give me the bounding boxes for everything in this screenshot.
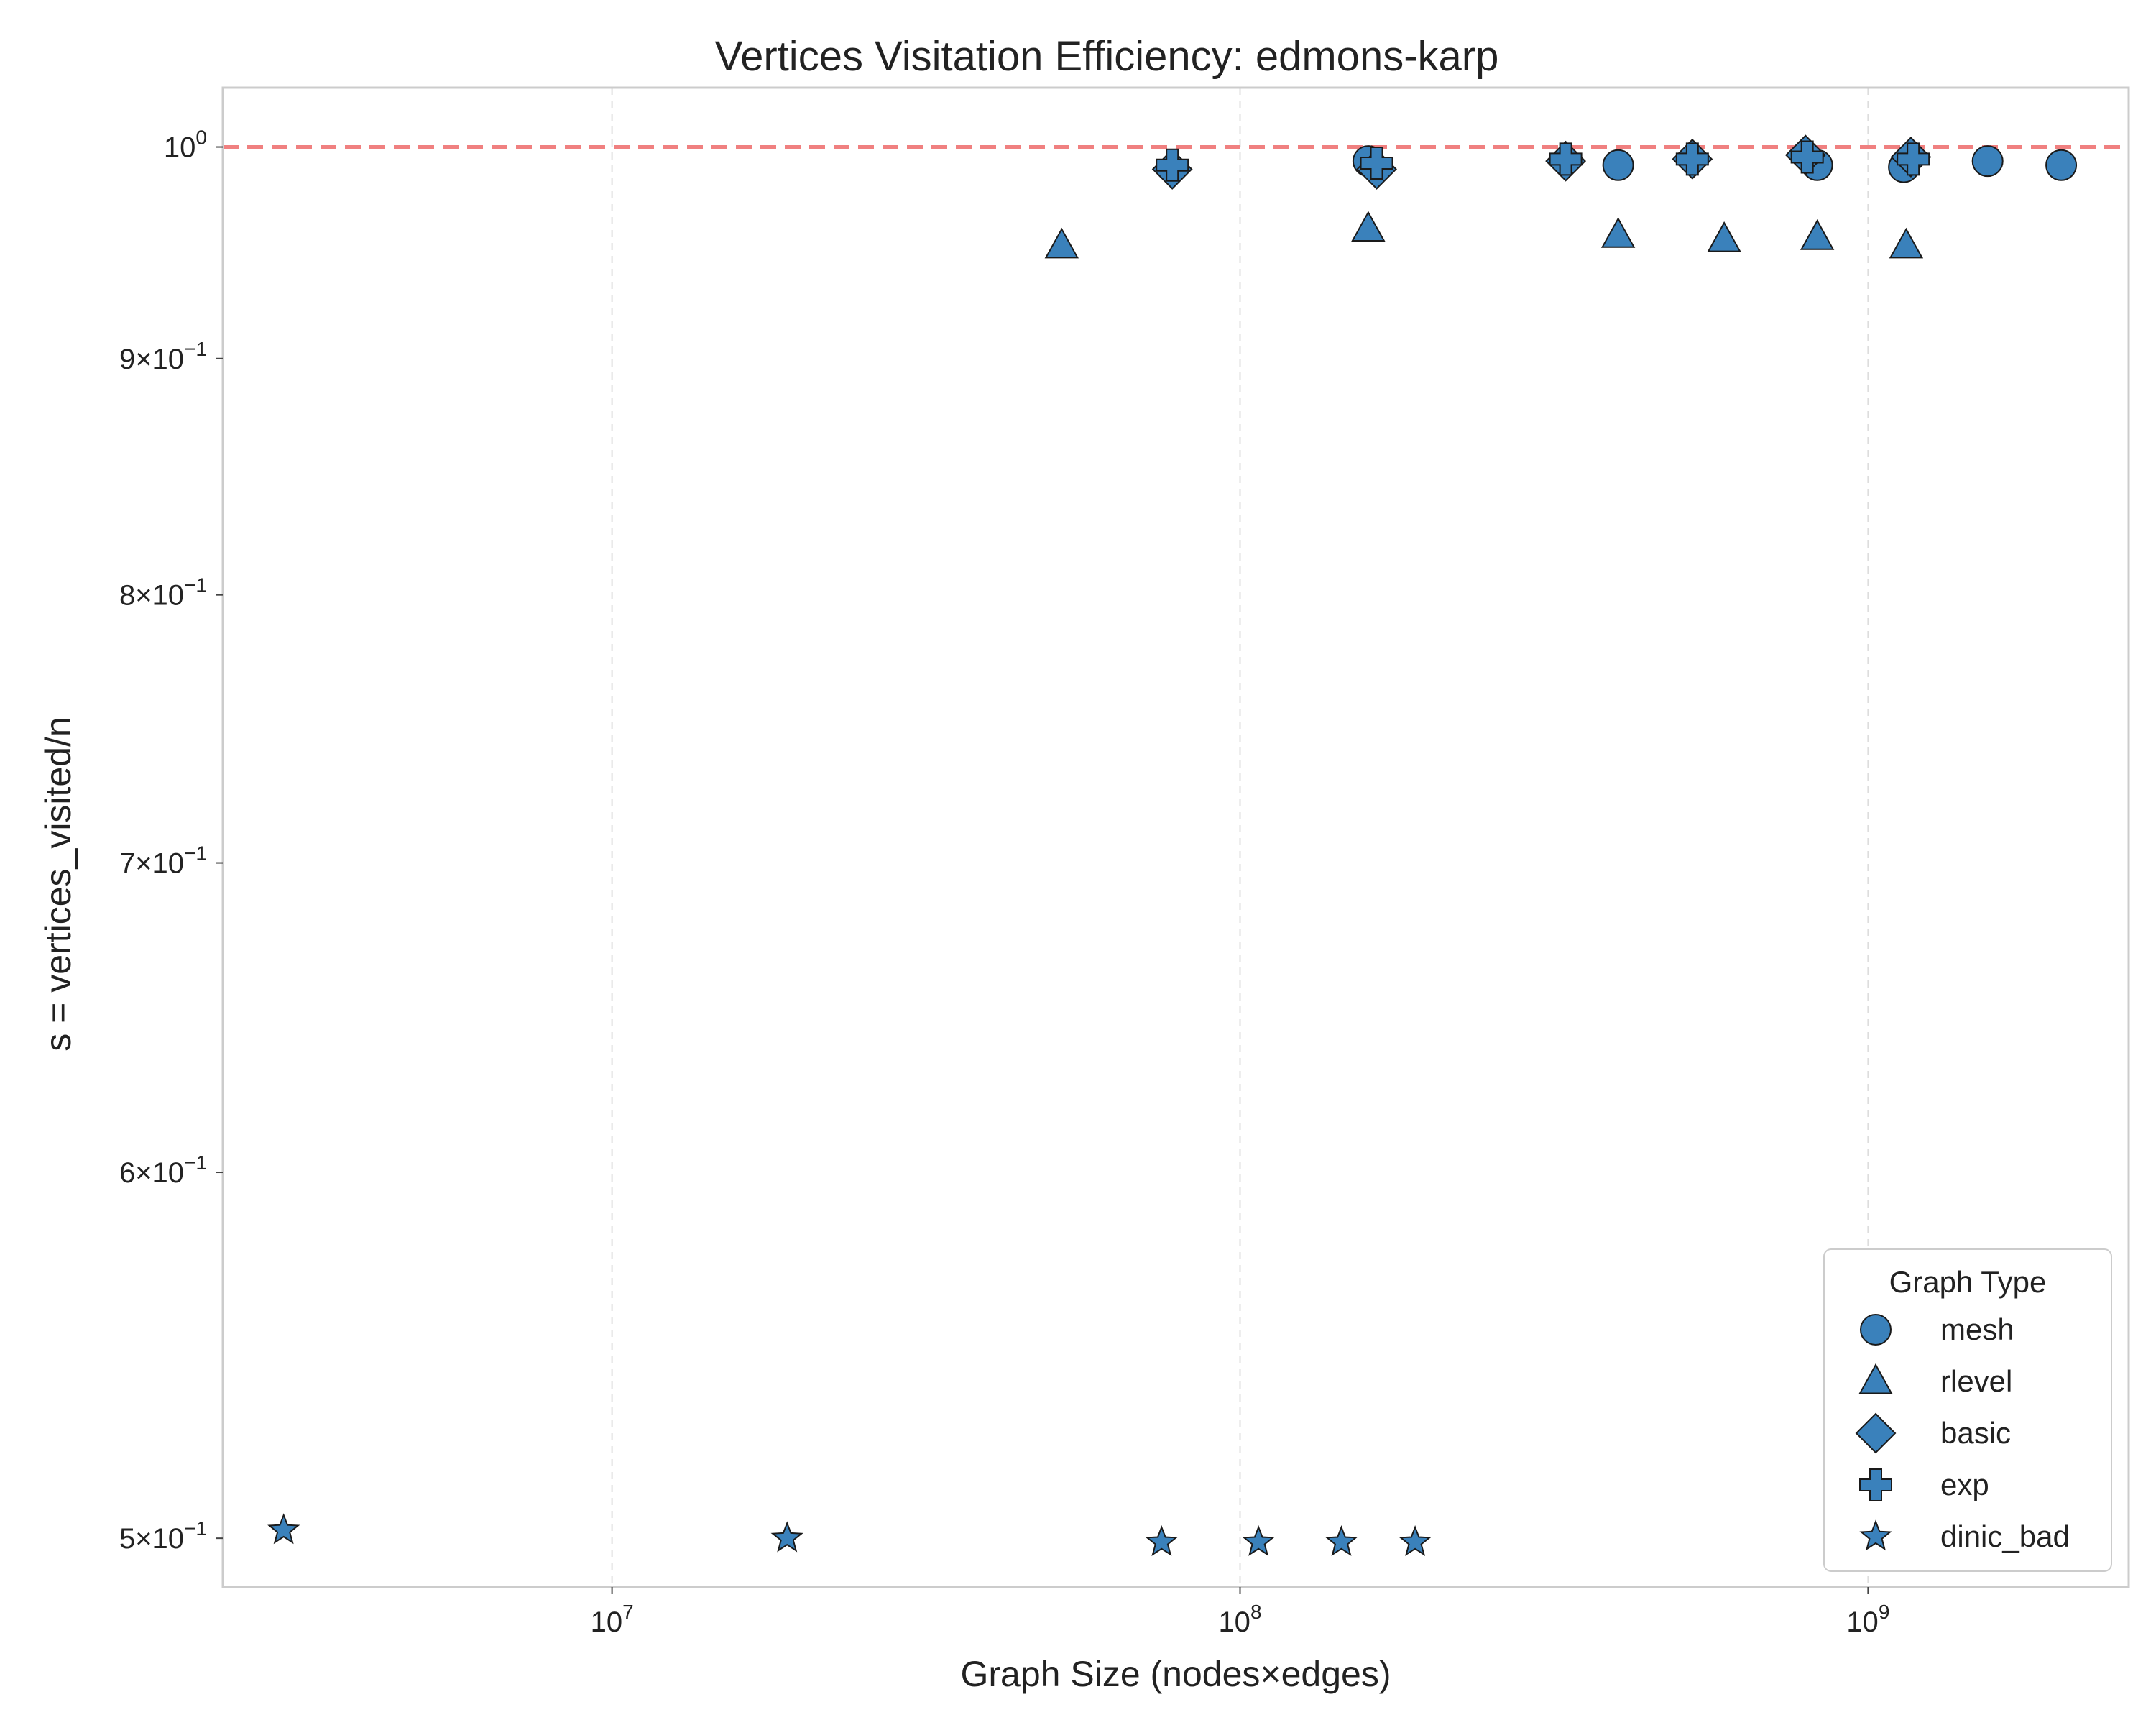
y-tick-label: 7×10−1 — [119, 842, 207, 880]
legend-label: dinic_bad — [1940, 1519, 2070, 1553]
legend-title: Graph Type — [1889, 1265, 2047, 1299]
legend-item: basic — [1855, 1412, 2011, 1454]
legend-item: rlevel — [1858, 1363, 2012, 1398]
y-tick-label: 8×10−1 — [119, 574, 207, 612]
legend-marker-dinic-bad — [1859, 1519, 1892, 1551]
series-dinic-bad — [267, 1513, 1432, 1556]
point-rlevel — [1707, 221, 1741, 252]
y-tick-label: 6×10−1 — [119, 1151, 207, 1189]
point-exp — [1897, 142, 1930, 176]
legend-marker-rlevel — [1858, 1363, 1893, 1394]
point-exp — [1790, 140, 1824, 174]
legend-item: exp — [1859, 1468, 1989, 1501]
point-rlevel — [1600, 217, 1636, 248]
point-dinic-bad — [1399, 1525, 1432, 1556]
x-axis-ticks: 107 108 109 — [591, 1587, 1889, 1638]
point-dinic-bad — [267, 1513, 300, 1545]
y-axis-ticks: 100 9×10−1 8×10−1 7×10−1 6×10−1 5×10−1 — [119, 126, 223, 1555]
legend-label: mesh — [1940, 1312, 2014, 1346]
x-tick-label: 107 — [591, 1601, 634, 1638]
y-tick-label: 100 — [164, 126, 207, 164]
series-rlevel — [1044, 211, 1924, 259]
y-tick-label: 5×10−1 — [119, 1517, 207, 1555]
legend-label: rlevel — [1940, 1364, 2012, 1398]
series-exp — [1156, 140, 1930, 182]
chart-title: Vertices Visitation Efficiency: edmons-k… — [715, 33, 1499, 80]
x-tick-label: 108 — [1218, 1601, 1261, 1638]
point-rlevel — [1044, 227, 1079, 259]
point-dinic-bad — [1242, 1525, 1275, 1556]
legend-marker-exp — [1859, 1468, 1892, 1501]
legend: Graph Type mesh rlevel basic exp dinic_bad — [1823, 1248, 2112, 1572]
legend-label: basic — [1940, 1416, 2011, 1450]
legend-marker-mesh — [1860, 1314, 1892, 1346]
data-points — [267, 134, 2078, 1556]
y-tick-label: 9×10−1 — [119, 338, 207, 375]
point-rlevel — [1889, 227, 1924, 259]
point-mesh — [1971, 145, 2004, 178]
point-rlevel — [1351, 211, 1386, 242]
point-exp — [1675, 142, 1709, 176]
x-axis-label: Graph Size (nodes×edges) — [961, 1654, 1391, 1694]
legend-box — [1823, 1248, 2112, 1572]
x-tick-label: 109 — [1846, 1601, 1889, 1638]
point-rlevel — [1800, 219, 1835, 250]
point-dinic-bad — [1325, 1525, 1358, 1556]
plot-area-frame — [221, 86, 2130, 1588]
y-axis-label: s = vertices_visited/n — [38, 717, 78, 1051]
point-exp — [1156, 148, 1189, 182]
grid-lines — [611, 88, 1869, 1587]
point-mesh — [1602, 149, 1634, 181]
point-dinic-bad — [770, 1521, 803, 1552]
legend-item: dinic_bad — [1859, 1519, 2070, 1553]
legend-item: mesh — [1860, 1312, 2014, 1346]
point-dinic-bad — [1145, 1525, 1178, 1556]
point-mesh — [2045, 149, 2078, 181]
point-exp — [1360, 146, 1393, 180]
legend-label: exp — [1940, 1468, 1989, 1501]
legend-marker-basic — [1855, 1412, 1897, 1454]
point-exp — [1549, 142, 1583, 176]
